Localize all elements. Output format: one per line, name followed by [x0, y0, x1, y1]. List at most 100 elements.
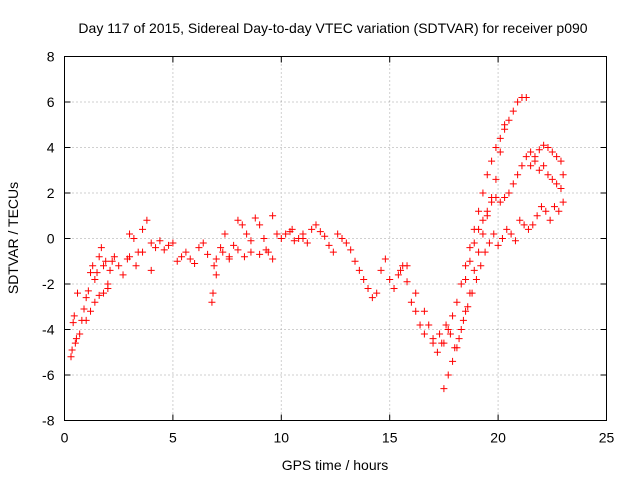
data-point: [178, 253, 186, 261]
data-point: [240, 253, 248, 261]
data-point: [444, 326, 452, 333]
data-point: [544, 144, 552, 151]
y-tick-label: 6: [47, 94, 55, 110]
data-point: [457, 326, 465, 333]
data-point: [518, 162, 526, 170]
data-point: [503, 225, 511, 233]
data-point: [475, 248, 483, 256]
data-point: [67, 353, 75, 361]
data-point: [262, 246, 270, 254]
data-point: [453, 344, 461, 352]
data-point: [533, 212, 541, 220]
data-point: [529, 221, 537, 229]
data-point: [104, 285, 112, 293]
data-point: [338, 235, 346, 242]
data-point: [544, 171, 552, 179]
data-point: [143, 216, 151, 224]
data-point: [542, 207, 550, 215]
data-point: [440, 339, 448, 347]
data-point: [316, 228, 324, 236]
data-point: [204, 250, 212, 258]
data-point: [182, 248, 190, 256]
data-point: [429, 339, 437, 347]
data-point: [217, 244, 225, 252]
data-point: [95, 291, 103, 299]
data-point: [212, 255, 220, 263]
data-point: [550, 203, 558, 211]
data-point: [470, 266, 478, 274]
data-point: [80, 305, 88, 313]
data-point: [416, 321, 424, 329]
data-point: [394, 271, 402, 279]
data-point: [498, 235, 506, 242]
data-point: [221, 230, 229, 238]
axis-ticks: 0 5 10 15 20 25 -8 -6 -4 -2 0 2 4 6 8: [42, 49, 614, 446]
data-point: [321, 232, 329, 240]
data-point: [492, 175, 500, 183]
data-point: [524, 225, 532, 233]
data-point: [466, 289, 474, 297]
chart-title: Day 117 of 2015, Sidereal Day-to-day VTE…: [78, 20, 587, 36]
x-tick-label: 10: [274, 430, 290, 446]
data-point: [381, 255, 389, 263]
data-point: [108, 257, 116, 265]
data-point: [247, 237, 255, 245]
data-point: [390, 285, 398, 293]
data-point: [501, 125, 509, 133]
data-point: [466, 244, 474, 252]
data-point: [531, 157, 539, 165]
data-point: [455, 335, 463, 343]
data-point: [106, 266, 114, 274]
data-point: [514, 98, 522, 106]
data-point: [84, 287, 92, 295]
data-point: [126, 230, 134, 238]
data-point: [540, 141, 548, 149]
data-point: [260, 235, 268, 242]
data-point: [209, 289, 217, 297]
data-point: [496, 148, 504, 156]
data-point: [464, 303, 472, 311]
data-point: [557, 157, 565, 165]
data-point: [243, 230, 251, 238]
y-tick-label: -8: [42, 413, 55, 429]
data-point: [208, 298, 216, 306]
data-point: [479, 189, 487, 197]
data-point: [219, 248, 227, 256]
data-point: [74, 289, 82, 297]
data-point: [459, 316, 467, 324]
data-point: [269, 212, 277, 220]
data-point: [100, 289, 108, 297]
data-point: [403, 262, 411, 270]
data-point: [442, 321, 450, 329]
y-tick-label: 0: [47, 231, 55, 247]
data-point: [472, 275, 480, 283]
data-point: [535, 146, 543, 154]
data-point: [470, 239, 478, 247]
data-point: [87, 307, 95, 315]
data-point: [373, 289, 381, 297]
data-point: [555, 207, 563, 215]
data-point: [72, 335, 80, 343]
data-point: [477, 262, 485, 270]
data-point: [475, 207, 483, 215]
data-point: [191, 260, 199, 268]
data-point: [351, 257, 359, 265]
data-point: [501, 194, 509, 202]
data-point: [269, 255, 277, 263]
data-point: [507, 230, 515, 238]
data-point: [100, 262, 108, 270]
data-point: [449, 312, 457, 320]
data-point: [483, 171, 491, 179]
data-point: [230, 241, 238, 249]
data-point: [492, 144, 500, 151]
data-point: [102, 257, 110, 265]
data-point: [479, 216, 487, 224]
data-point: [329, 248, 337, 256]
data-point: [557, 184, 565, 192]
data-point: [548, 175, 556, 183]
data-point: [186, 255, 194, 263]
data-point: [511, 237, 519, 245]
data-point: [505, 189, 513, 197]
data-point: [494, 241, 502, 249]
data-point: [195, 244, 203, 252]
